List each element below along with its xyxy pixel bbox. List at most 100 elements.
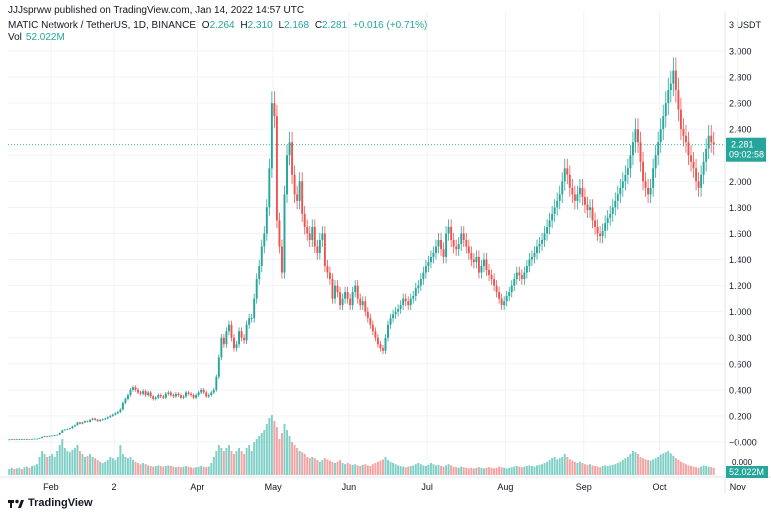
candle-body <box>258 266 261 280</box>
volume-bar <box>185 466 187 475</box>
volume-bar <box>15 468 18 475</box>
volume-bar <box>334 463 336 475</box>
volume-bar <box>182 466 185 475</box>
x-tick-label: Jul <box>421 482 433 492</box>
candle-body <box>222 337 225 345</box>
candle-body <box>359 298 362 306</box>
candle-body <box>437 239 440 247</box>
last-price-label: 2.281 <box>731 140 754 150</box>
volume-bar <box>690 466 692 475</box>
volume-bar <box>341 463 344 475</box>
candle-body <box>414 288 417 297</box>
y-tick-label: 2.000 <box>729 177 752 187</box>
x-tick-label: Nov <box>730 482 747 492</box>
y-tick-label: 1.400 <box>729 255 752 265</box>
tradingview-logo-icon <box>8 499 24 508</box>
candle-body <box>84 421 86 423</box>
volume-bar <box>682 463 685 475</box>
countdown-label: 09:02:58 <box>729 150 764 160</box>
volume-bar <box>700 466 703 475</box>
volume-bar <box>493 468 496 475</box>
symbol-title[interactable]: MATIC Network / TetherUS, 1D, BINANCE <box>8 20 197 31</box>
volume-bar <box>611 464 614 475</box>
candle-body <box>185 392 187 397</box>
change-value: +0.016 (+0.71%) <box>352 20 428 31</box>
volume-bar <box>101 463 104 475</box>
candle-body <box>409 298 412 306</box>
volume-bar <box>525 466 528 475</box>
volume-bar <box>409 466 412 475</box>
volume-bar <box>169 466 172 475</box>
volume-label[interactable]: Vol <box>8 32 22 43</box>
volume-bar <box>273 421 276 475</box>
candle-body <box>354 285 357 293</box>
candle-body <box>455 246 458 250</box>
candle-body <box>18 439 21 440</box>
tradingview-logo-text[interactable]: TradingView <box>28 497 93 509</box>
x-tick-label: May <box>265 482 283 492</box>
volume-bar <box>286 430 288 475</box>
volume-bar <box>86 455 89 475</box>
volume-bar <box>558 458 561 475</box>
candle-body <box>520 275 523 280</box>
low-label: L <box>278 20 284 31</box>
volume-bar <box>685 464 687 475</box>
candle-body <box>541 239 543 244</box>
candle-body <box>207 395 210 397</box>
volume-bar <box>336 461 339 475</box>
candle-body <box>268 168 271 208</box>
volume-bar <box>697 467 700 475</box>
candle-body <box>687 142 690 156</box>
volume-bar <box>467 468 470 475</box>
volume-bar <box>157 465 160 475</box>
volume-bar <box>659 454 662 475</box>
candle-body <box>71 426 74 429</box>
candle-body <box>369 318 372 325</box>
volume-bar <box>556 459 559 475</box>
candle-body <box>323 233 326 267</box>
volume-bar <box>13 469 16 475</box>
volume-bar <box>629 454 632 475</box>
volume-bar <box>144 464 147 475</box>
volume-bar <box>46 457 49 475</box>
volume-bar <box>51 454 54 475</box>
volume-bar <box>692 466 695 475</box>
candle-body <box>33 438 36 440</box>
volume-bar <box>376 461 379 475</box>
volume-bar <box>541 464 543 475</box>
volume-bar <box>505 468 508 475</box>
candle-body <box>15 439 18 441</box>
volume-bar <box>89 454 92 475</box>
y-tick-label: 2.800 <box>729 73 752 83</box>
candle-body <box>621 181 624 188</box>
candle-body <box>536 246 538 254</box>
volume-bar <box>132 460 134 475</box>
candle-body <box>137 389 139 393</box>
candle-body <box>515 272 518 280</box>
candle-body <box>710 135 713 143</box>
volume-bar <box>548 460 551 475</box>
x-tick-label: Aug <box>497 482 513 492</box>
candle-body <box>48 435 51 437</box>
candle-body <box>134 387 137 390</box>
volume-bar <box>43 454 46 475</box>
candle-body <box>192 395 195 398</box>
y-tick-label: 2.600 <box>729 99 752 109</box>
x-tick-label: Oct <box>652 482 667 492</box>
volume-bar <box>642 458 644 475</box>
volume-bar <box>465 467 468 475</box>
volume-bar <box>283 424 286 475</box>
volume-bar <box>248 445 251 475</box>
candle-body <box>144 391 147 396</box>
candle-body <box>227 324 230 332</box>
volume-bar <box>417 463 420 475</box>
candle-body <box>142 391 145 394</box>
volume-bar <box>298 451 301 475</box>
volume-bar <box>599 467 602 475</box>
candle-body <box>200 389 203 393</box>
volume-bar <box>215 451 218 475</box>
currency-label[interactable]: 3 USDT <box>728 20 761 30</box>
volume-bar <box>435 465 437 475</box>
